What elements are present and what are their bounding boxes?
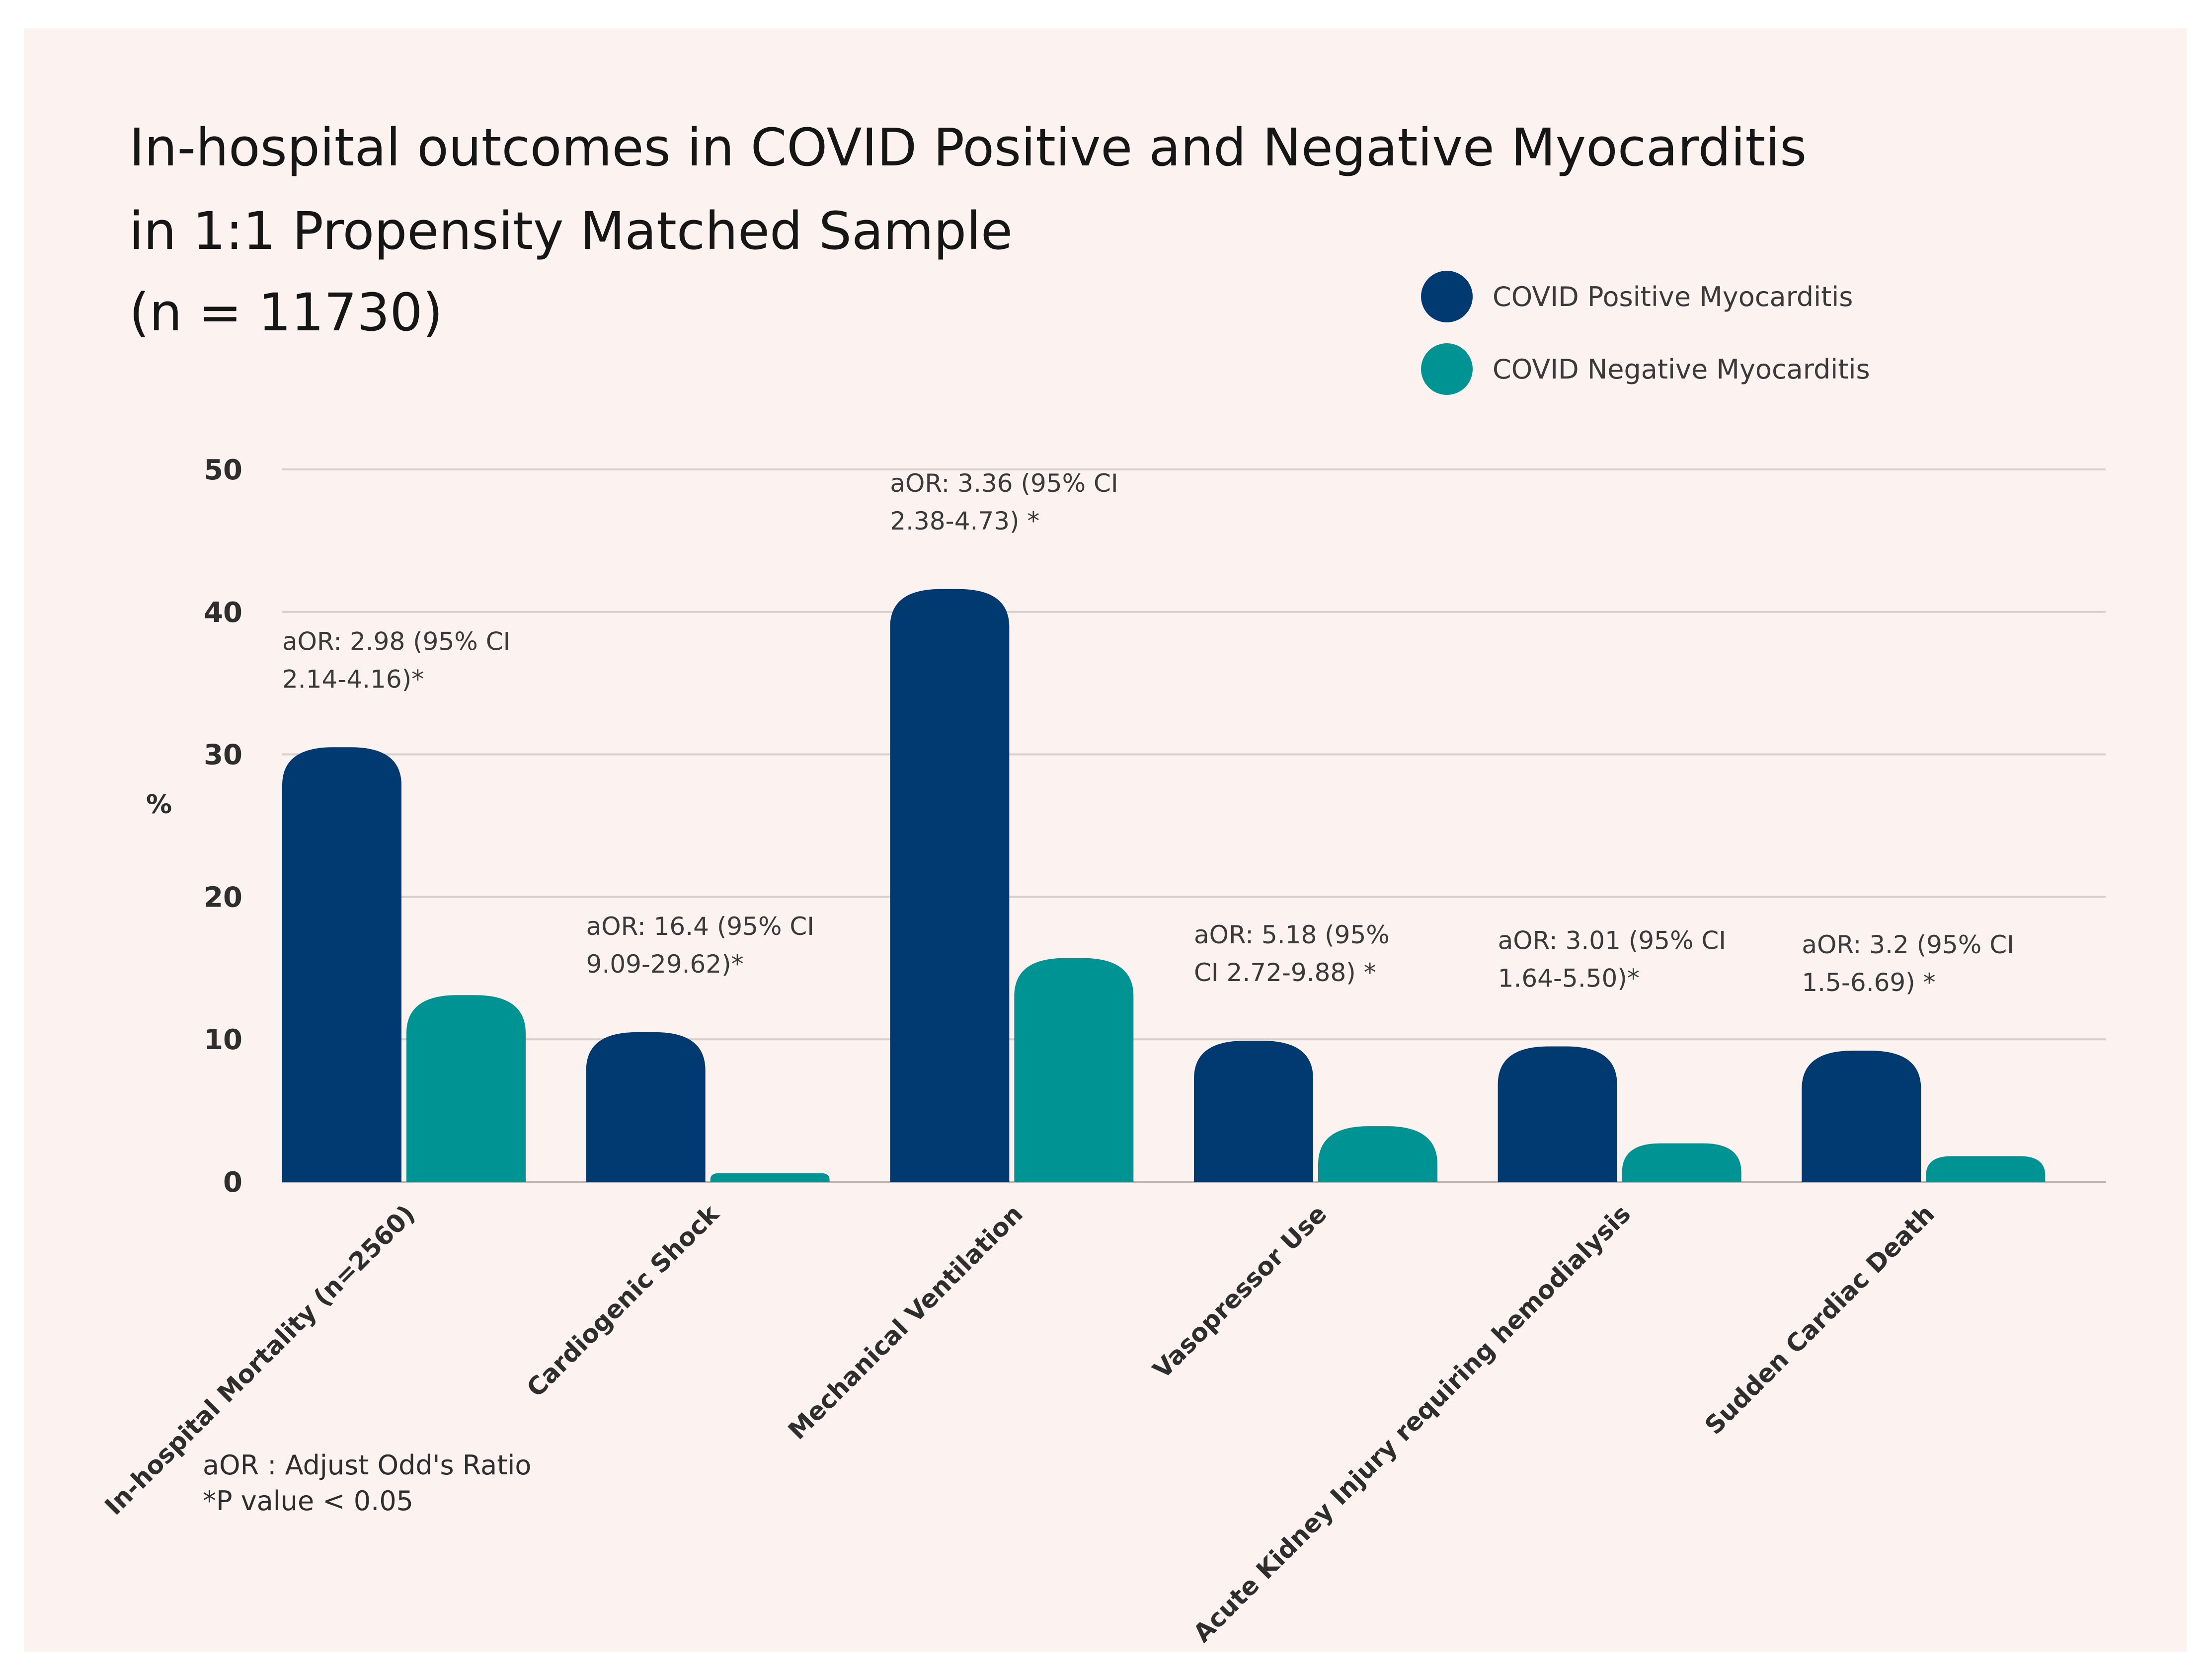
bar-covid-negative-myocarditis-in-hospital-mortality-n-2560 xyxy=(406,995,526,1182)
bar-chart: 0 10 20 30 40 50% aOR: 2.98 (95% CI 2.14-4.16)*… xyxy=(99,454,2106,1648)
annotation-in-hospital-mortality-n-2560-line-1: aOR: 2.98 (95% CI xyxy=(282,627,510,656)
bar-covid-negative-myocarditis-mechanical-ventilation xyxy=(1014,958,1134,1182)
y-tick-label-50: 50 xyxy=(204,454,242,486)
y-tick-label-0: 0 xyxy=(223,1166,242,1199)
x-category-label-cardiogenic-shock: Cardiogenic Shock xyxy=(521,1199,725,1402)
y-tick-label-20: 20 xyxy=(204,881,242,914)
x-category-label-mechanical-ventilation: Mechanical Ventilation xyxy=(783,1199,1028,1445)
x-category-label-vasopressor-use: Vasopressor Use xyxy=(1147,1199,1332,1384)
legend-swatch-covid-positive xyxy=(1421,271,1473,322)
bar-covid-positive-myocarditis-mechanical-ventilation xyxy=(890,589,1010,1182)
bar-covid-negative-myocarditis-sudden-cardiac-death xyxy=(1926,1156,2046,1182)
y-tick-label-40: 40 xyxy=(204,597,242,629)
bar-covid-positive-myocarditis-vasopressor-use xyxy=(1194,1041,1313,1182)
annotation-mechanical-ventilation-line-1: aOR: 3.36 (95% CI xyxy=(890,469,1118,498)
annotation-sudden-cardiac-death-line-2: 1.5-6.69) * xyxy=(1802,968,1935,997)
legend-item-covid-negative: COVID Negative Myocarditis xyxy=(1421,343,1870,395)
bar-covid-positive-myocarditis-cardiogenic-shock xyxy=(586,1032,706,1182)
y-tick-label-10: 10 xyxy=(204,1024,242,1056)
chart-title-line-1: In-hospital outcomes in COVID Positive a… xyxy=(129,117,1807,178)
bar-covid-positive-myocarditis-acute-kidney-injury-requiring-hemodialysis xyxy=(1498,1046,1617,1182)
chart-title-line-3: (n = 11730) xyxy=(129,282,443,343)
annotation-vasopressor-use-line-2: CI 2.72-9.88) * xyxy=(1194,958,1376,987)
footnote-aor-definition: aOR : Adjust Odd's Ratio xyxy=(203,1450,532,1481)
footnote-p-value: *P value < 0.05 xyxy=(203,1485,414,1517)
bar-covid-negative-myocarditis-vasopressor-use xyxy=(1318,1126,1437,1182)
annotation-mechanical-ventilation-line-2: 2.38-4.73) * xyxy=(890,507,1039,535)
chart-canvas: In-hospital outcomes in COVID Positive a… xyxy=(24,28,2187,1652)
annotation-in-hospital-mortality-n-2560-line-2: 2.14-4.16)* xyxy=(282,665,424,693)
y-axis-label: % xyxy=(146,790,172,820)
legend-item-covid-positive: COVID Positive Myocarditis xyxy=(1421,271,1853,322)
bar-covid-positive-myocarditis-sudden-cardiac-death xyxy=(1802,1051,1921,1182)
annotation-acute-kidney-injury-requiring-hemodialysis-line-2: 1.64-5.50)* xyxy=(1498,964,1640,993)
y-tick-label-30: 30 xyxy=(204,739,242,771)
bar-covid-negative-myocarditis-cardiogenic-shock xyxy=(710,1173,830,1182)
annotation-cardiogenic-shock-line-1: aOR: 16.4 (95% CI xyxy=(586,912,814,941)
annotation-vasopressor-use-line-1: aOR: 5.18 (95% xyxy=(1194,920,1390,949)
bar-covid-positive-myocarditis-in-hospital-mortality-n-2560 xyxy=(282,747,401,1182)
annotation-acute-kidney-injury-requiring-hemodialysis-line-1: aOR: 3.01 (95% CI xyxy=(1498,926,1726,955)
annotation-cardiogenic-shock-line-2: 9.09-29.62)* xyxy=(586,950,744,979)
annotation-sudden-cardiac-death-line-1: aOR: 3.2 (95% CI xyxy=(1802,930,2014,959)
x-category-label-sudden-cardiac-death: Sudden Cardiac Death xyxy=(1699,1199,1940,1440)
bar-covid-negative-myocarditis-acute-kidney-injury-requiring-hemodialysis xyxy=(1622,1143,1741,1182)
legend-label-covid-positive: COVID Positive Myocarditis xyxy=(1493,281,1853,312)
chart-title-line-2: in 1:1 Propensity Matched Sample xyxy=(129,201,1013,261)
legend-swatch-covid-negative xyxy=(1421,343,1473,395)
legend-label-covid-negative: COVID Negative Myocarditis xyxy=(1493,353,1870,385)
